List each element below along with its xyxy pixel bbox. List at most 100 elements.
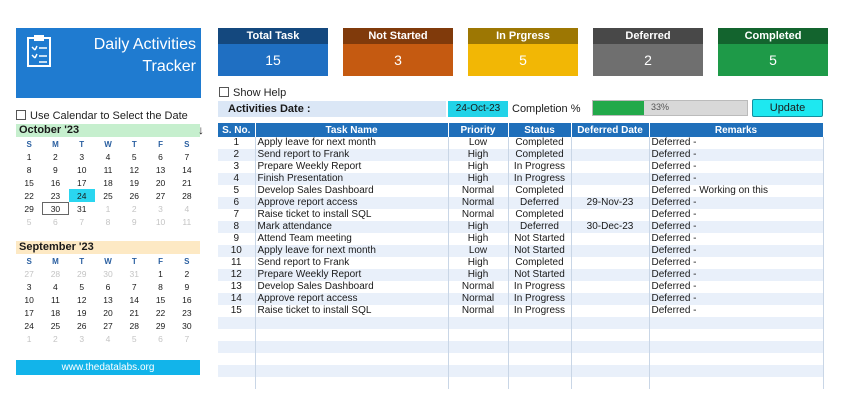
- calendar-day[interactable]: 6: [158, 151, 163, 162]
- calendar-day[interactable]: 29: [76, 268, 87, 279]
- cell-status[interactable]: In Progress: [508, 281, 572, 293]
- cell-status[interactable]: Not Started: [508, 245, 572, 257]
- table-row[interactable]: [218, 317, 824, 329]
- cell-status[interactable]: [508, 341, 572, 353]
- use-calendar-checkbox[interactable]: [16, 109, 26, 120]
- calendar-day[interactable]: 10: [155, 216, 166, 227]
- calendar-day[interactable]: 15: [24, 177, 34, 188]
- table-row[interactable]: 9 Attend Team meeting High Not Started Defer…: [218, 233, 824, 245]
- calendar-day[interactable]: 9: [184, 281, 190, 292]
- cell-status[interactable]: Completed: [508, 149, 572, 161]
- table-row[interactable]: 3 Prepare Weekly Report High In Progress Def…: [218, 161, 824, 173]
- calendar-day[interactable]: 11: [182, 216, 192, 227]
- table-row[interactable]: 4 Finish Presentation High In Progress Defer…: [218, 173, 824, 185]
- calendar-day[interactable]: 14: [129, 294, 139, 305]
- calendar-day[interactable]: 4: [105, 333, 111, 344]
- cell-status[interactable]: Deferred: [508, 197, 572, 209]
- website-link[interactable]: www.thedatalabs.org: [16, 360, 200, 375]
- update-button[interactable]: Update: [752, 99, 823, 117]
- calendar-day[interactable]: 11: [103, 164, 113, 175]
- cell-status[interactable]: [508, 329, 572, 341]
- calendar-day[interactable]: 28: [182, 190, 192, 201]
- cell-status[interactable]: [508, 365, 572, 377]
- calendar-day[interactable]: 24: [24, 320, 34, 331]
- table-row[interactable]: [218, 353, 824, 365]
- table-row[interactable]: 12 Prepare Weekly Report High Not Started De…: [218, 269, 824, 281]
- calendar-day[interactable]: 30: [182, 320, 192, 331]
- calendar-day[interactable]: 1: [105, 203, 111, 214]
- calendar-day[interactable]: 23: [50, 190, 61, 201]
- cell-status[interactable]: Deferred: [508, 221, 572, 233]
- calendar-day[interactable]: 3: [26, 281, 32, 292]
- table-row[interactable]: [218, 329, 824, 341]
- calendar-day[interactable]: 26: [129, 190, 139, 201]
- cell-status[interactable]: Completed: [508, 257, 572, 269]
- table-row[interactable]: 15 Raise ticket to install SQL Normal In Pr…: [218, 305, 824, 317]
- calendar-day[interactable]: 10: [76, 164, 87, 175]
- calendar-day[interactable]: 6: [105, 281, 111, 292]
- table-row[interactable]: 6 Approve report access Normal Deferred 29-N…: [218, 197, 824, 209]
- calendar-day[interactable]: 18: [103, 177, 113, 188]
- calendar-day[interactable]: 21: [182, 177, 192, 188]
- calendar-day[interactable]: 22: [24, 190, 34, 201]
- table-row[interactable]: [218, 377, 824, 389]
- cell-status[interactable]: [508, 353, 572, 365]
- calendar-day[interactable]: 13: [103, 294, 113, 305]
- calendar-day[interactable]: 12: [76, 294, 87, 305]
- table-row[interactable]: 5 Develop Sales Dashboard Normal Completed D…: [218, 185, 824, 197]
- calendar-day[interactable]: 30: [42, 202, 69, 215]
- calendar-day[interactable]: 22: [155, 307, 166, 318]
- calendar-day[interactable]: 25: [50, 320, 61, 331]
- table-row[interactable]: 2 Send report to Frank High Completed Deferr…: [218, 149, 824, 161]
- calendar-day[interactable]: 5: [131, 151, 137, 162]
- table-row[interactable]: [218, 341, 824, 353]
- calendar-day[interactable]: 8: [105, 216, 111, 227]
- calendar-day[interactable]: 12: [129, 164, 139, 175]
- calendar-day[interactable]: 19: [129, 177, 139, 188]
- calendar-day[interactable]: 2: [53, 151, 58, 162]
- calendar-day[interactable]: 27: [24, 268, 34, 279]
- calendar-day[interactable]: 2: [131, 203, 137, 214]
- calendar-day[interactable]: 27: [103, 320, 113, 331]
- calendar-day[interactable]: 7: [184, 151, 190, 162]
- calendar-day[interactable]: 3: [158, 203, 163, 214]
- table-row[interactable]: 11 Send report to Frank High Completed Defer…: [218, 257, 824, 269]
- calendar-day[interactable]: 2: [184, 268, 190, 279]
- calendar-day[interactable]: 11: [51, 294, 60, 305]
- calendar-day[interactable]: 3: [79, 151, 85, 162]
- calendar-day[interactable]: 20: [155, 177, 166, 188]
- cell-status[interactable]: [508, 377, 572, 389]
- table-row[interactable]: 7 Raise ticket to install SQL Normal Comple…: [218, 209, 824, 221]
- calendar-day[interactable]: 1: [26, 333, 32, 344]
- calendar-day[interactable]: 4: [105, 151, 111, 162]
- show-help-checkbox[interactable]: [219, 86, 229, 97]
- calendar-day[interactable]: 1: [26, 151, 32, 162]
- calendar-day[interactable]: 21: [129, 307, 139, 318]
- cell-status[interactable]: [508, 317, 572, 329]
- calendar-day[interactable]: 23: [182, 307, 192, 318]
- calendar-day[interactable]: 31: [76, 203, 87, 214]
- table-row[interactable]: 1 Apply leave for next month Low Completed D…: [218, 137, 824, 149]
- calendar-day[interactable]: 15: [155, 294, 166, 305]
- show-help-option[interactable]: Show Help: [219, 83, 286, 101]
- calendar-day[interactable]: 5: [131, 333, 137, 344]
- cell-status[interactable]: Completed: [508, 185, 572, 197]
- calendar-day[interactable]: 7: [79, 216, 85, 227]
- calendar-day[interactable]: 8: [158, 281, 163, 292]
- calendar-day[interactable]: 6: [158, 333, 163, 344]
- cell-status[interactable]: In Progress: [508, 161, 572, 173]
- calendar-day[interactable]: 28: [129, 320, 139, 331]
- cell-status[interactable]: Completed: [508, 137, 572, 149]
- calendar-day[interactable]: 7: [131, 281, 137, 292]
- table-row[interactable]: 14 Approve report access Normal In Progress…: [218, 293, 824, 305]
- cell-status[interactable]: Not Started: [508, 269, 572, 281]
- calendar-day[interactable]: 18: [50, 307, 61, 318]
- calendar-day[interactable]: 3: [79, 333, 85, 344]
- calendar-day[interactable]: 28: [50, 268, 61, 279]
- activities-date-field[interactable]: 24-Oct-23: [448, 101, 508, 117]
- calendar-day[interactable]: 8: [26, 164, 32, 175]
- calendar-day[interactable]: 26: [76, 320, 87, 331]
- table-row[interactable]: 8 Mark attendance High Deferred 30-Dec-23 Def…: [218, 221, 824, 233]
- calendar-day[interactable]: 1: [158, 268, 163, 279]
- calendar-day[interactable]: 19: [76, 307, 87, 318]
